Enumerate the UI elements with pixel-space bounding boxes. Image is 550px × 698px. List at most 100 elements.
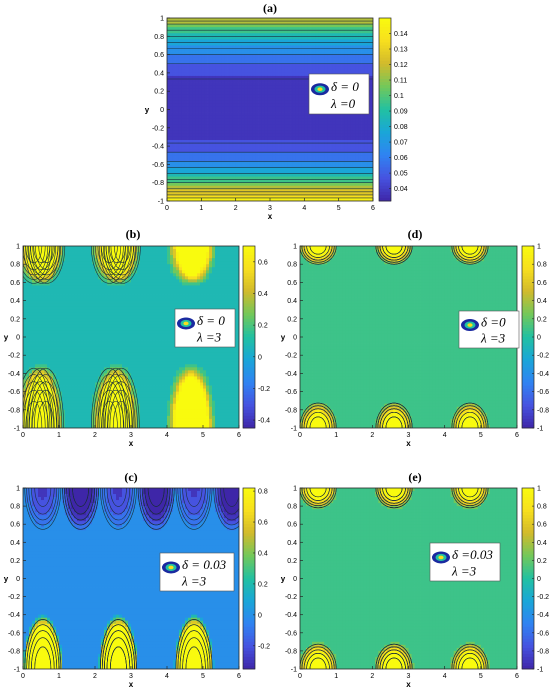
heatmap-cell xyxy=(122,249,126,253)
heatmap-cell xyxy=(47,246,51,250)
heatmap-cell xyxy=(187,191,191,196)
heatmap-cell xyxy=(215,176,219,181)
heatmap-cell xyxy=(307,36,311,40)
heatmap-cell xyxy=(229,173,234,177)
heatmap-cell xyxy=(258,100,262,104)
heatmap-cell xyxy=(298,39,302,43)
heatmap-cell xyxy=(347,191,351,196)
heatmap-cell xyxy=(232,149,237,153)
heatmap-cell xyxy=(312,66,317,71)
heatmap-cell xyxy=(247,194,251,199)
heatmap-cell xyxy=(235,197,239,201)
heatmap-cell xyxy=(338,30,342,34)
heatmap-cell xyxy=(287,185,291,190)
heatmap-cell xyxy=(324,121,328,126)
heatmap-cell xyxy=(252,18,257,22)
heatmap-cell xyxy=(332,173,337,177)
heatmap-cell xyxy=(258,161,262,165)
heatmap-cell xyxy=(195,97,199,101)
heatmap-cell xyxy=(235,69,239,74)
heatmap-cell xyxy=(221,112,225,116)
heatmap-cell xyxy=(298,188,302,193)
heatmap-cell xyxy=(195,75,199,80)
heatmap-cell xyxy=(270,136,274,141)
heatmap-cell xyxy=(338,54,342,59)
heatmap-cell xyxy=(224,27,228,31)
heatmap-cell xyxy=(232,100,237,104)
heatmap-cell xyxy=(244,140,248,144)
heatmap-cell xyxy=(278,33,282,37)
heatmap-cell xyxy=(324,140,328,144)
heatmap-cell xyxy=(332,146,337,150)
heatmap-cell xyxy=(364,60,368,65)
heatmap-cell xyxy=(272,133,277,138)
heatmap-cell xyxy=(229,75,234,80)
colorbar-tick-label: 0.08 xyxy=(394,124,408,131)
heatmap-cell xyxy=(187,179,191,184)
heatmap-cell xyxy=(267,185,271,190)
heatmap-cell xyxy=(197,252,201,256)
heatmap-cell xyxy=(169,82,174,86)
heatmap-cell xyxy=(238,130,242,135)
heatmap-cell xyxy=(332,182,337,187)
heatmap-cell xyxy=(192,121,197,126)
heatmap-cell xyxy=(330,188,334,193)
heatmap-cell xyxy=(255,118,259,123)
heatmap-cell xyxy=(167,136,171,141)
colorbar-segment xyxy=(379,167,391,171)
heatmap-cell xyxy=(298,146,302,150)
x-tick-label: 1 xyxy=(199,205,203,212)
heatmap-cell xyxy=(295,155,300,159)
heatmap-cell xyxy=(178,51,182,55)
heatmap-cell xyxy=(301,30,305,34)
heatmap-cell xyxy=(198,173,202,177)
heatmap-cell xyxy=(298,75,302,80)
heatmap-cell xyxy=(128,261,132,265)
heatmap-cell xyxy=(290,170,294,174)
heatmap-cell xyxy=(209,261,213,265)
heatmap-cell xyxy=(275,103,279,107)
heatmap-cell xyxy=(358,188,362,193)
heatmap-cell xyxy=(247,176,251,181)
heatmap-cell xyxy=(304,63,308,68)
heatmap-cell xyxy=(187,27,191,31)
heatmap-cell xyxy=(172,21,176,25)
heatmap-cell xyxy=(204,21,208,25)
heatmap-cell xyxy=(143,255,147,259)
heatmap-cell xyxy=(252,60,257,65)
heatmap-cell xyxy=(175,115,179,120)
heatmap-cell xyxy=(198,158,202,162)
heatmap-cell xyxy=(181,188,185,193)
heatmap-cell xyxy=(347,24,351,28)
heatmap-cell xyxy=(86,252,90,256)
heatmap-cell xyxy=(232,164,237,168)
heatmap-cell xyxy=(350,54,354,59)
heatmap-cell xyxy=(261,72,265,77)
heatmap-cell xyxy=(355,146,360,150)
colorbar-tick-label: 0.12 xyxy=(394,62,408,69)
heatmap-cell xyxy=(338,69,342,74)
heatmap-cell xyxy=(189,18,194,22)
heatmap-cell xyxy=(227,100,231,104)
heatmap-cell xyxy=(249,100,254,104)
heatmap-cell xyxy=(344,51,348,55)
heatmap-cell xyxy=(270,75,274,80)
heatmap-cell xyxy=(338,158,342,162)
heatmap-cell xyxy=(189,51,194,55)
heatmap-cell xyxy=(327,115,331,120)
heatmap-cell xyxy=(264,72,268,77)
heatmap-cell xyxy=(307,191,311,196)
heatmap-cell xyxy=(290,143,294,147)
heatmap-cell xyxy=(224,146,228,150)
heatmap-cell xyxy=(137,258,141,262)
heatmap-cell xyxy=(249,72,254,77)
heatmap-cell xyxy=(261,140,265,144)
heatmap-cell xyxy=(249,33,254,37)
heatmap-cell xyxy=(224,121,228,126)
heatmap-cell xyxy=(221,191,225,196)
heatmap-cell xyxy=(224,133,228,138)
heatmap-cell xyxy=(367,63,371,68)
heatmap-cell xyxy=(77,252,81,256)
heatmap-cell xyxy=(164,255,168,259)
heatmap-cell xyxy=(152,246,156,250)
